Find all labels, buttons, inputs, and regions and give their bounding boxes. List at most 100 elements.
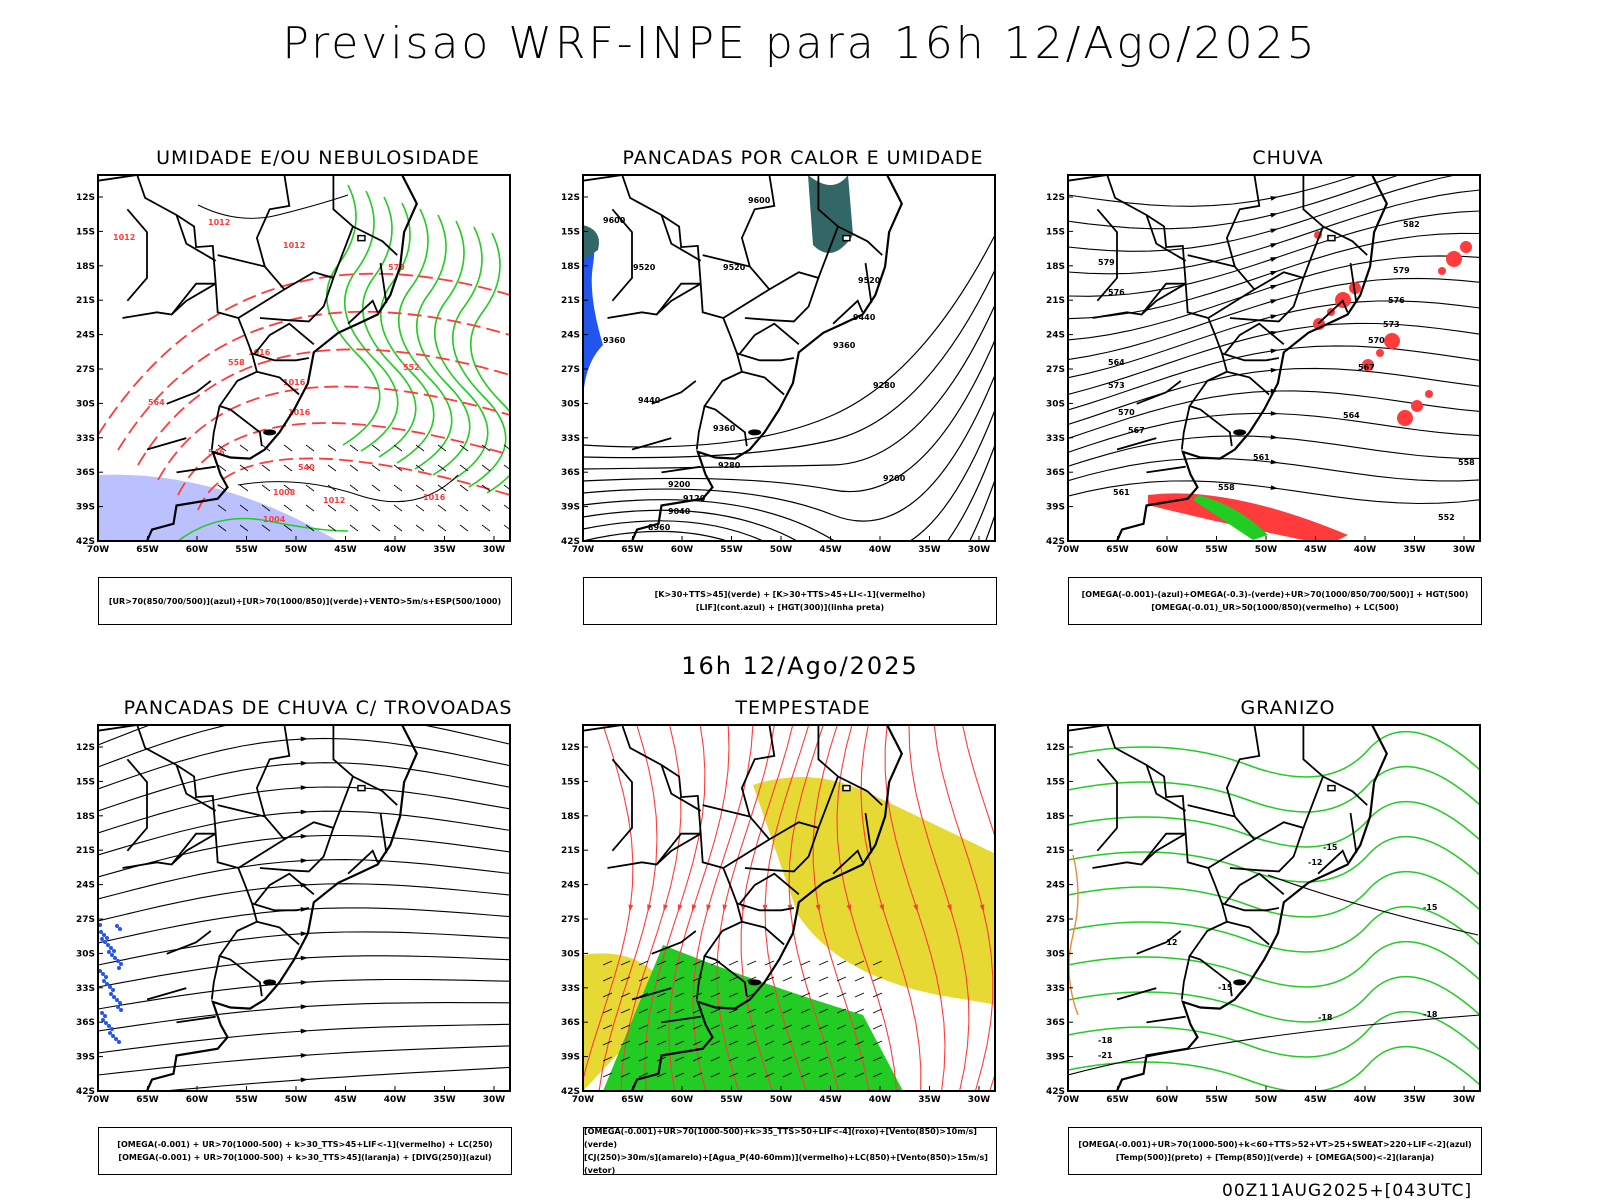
green-contour — [469, 232, 510, 494]
border-line — [660, 764, 702, 812]
pressure-contour — [237, 474, 459, 503]
border-line — [695, 955, 706, 1000]
border-line — [1146, 1015, 1186, 1024]
hgt-contour — [583, 234, 995, 448]
lon-label: 60W — [671, 1095, 694, 1105]
rain-blob — [1411, 400, 1423, 412]
divergence-dot — [117, 966, 121, 970]
wind-vector — [503, 484, 510, 490]
stream-arrow — [300, 931, 308, 937]
border-line — [98, 725, 263, 997]
border-line — [1180, 405, 1191, 450]
lat-label: 12S — [561, 193, 580, 203]
streamline — [98, 978, 510, 1010]
divergence-dot — [102, 933, 106, 937]
lon-label: 70W — [1057, 545, 1080, 555]
stream-arrow — [300, 809, 308, 815]
lat-label: 39S — [76, 1053, 95, 1063]
omega-contours — [1068, 854, 1079, 1016]
border-line — [661, 465, 701, 474]
contour-label: 9280 — [873, 381, 896, 390]
wind-vector — [854, 1008, 865, 1014]
wind-vector — [638, 1072, 649, 1078]
wind-vector — [481, 464, 491, 472]
lon-label: 70W — [87, 1095, 110, 1105]
lat-label: 18S — [1046, 262, 1065, 272]
wind-vector — [692, 960, 703, 966]
border-line — [660, 214, 702, 262]
divergence-dot — [106, 943, 110, 947]
contour-label: 564 — [1343, 411, 1360, 420]
federal-district — [357, 784, 366, 792]
rain-blob — [1362, 359, 1374, 371]
legend-box: [OMEGA(-0.001)+UR>70(1000-500)+k>35_TTS>… — [583, 1127, 997, 1175]
map-border — [1067, 724, 1481, 1092]
wind-vector — [602, 1024, 613, 1030]
wind-vector — [764, 992, 775, 998]
wind-vector — [674, 1056, 685, 1062]
stream-arrow — [762, 904, 768, 912]
wind-vector — [674, 960, 685, 966]
legend-box: [UR>70(850/700/500)](azul)+[UR>70(1000/8… — [98, 577, 512, 625]
border-line — [1229, 277, 1305, 323]
border-line — [607, 832, 701, 869]
wind-vector — [638, 976, 649, 982]
border-line — [1180, 955, 1191, 1000]
border-line — [1224, 872, 1285, 904]
wind-vector — [818, 1040, 829, 1046]
lon-label: 60W — [671, 545, 694, 555]
wind-vector — [656, 1040, 667, 1046]
stream-arrow — [300, 980, 308, 985]
lon-label: 60W — [186, 1095, 209, 1105]
border-line — [1096, 208, 1118, 302]
wind-vector — [728, 960, 739, 966]
lat-label: 30S — [1046, 949, 1065, 959]
wind-vector — [217, 524, 227, 532]
wind-vector — [393, 484, 403, 492]
legend-line-2: [LIF](cont.azul) + [HGT(300)](linha pret… — [695, 603, 885, 612]
lat-label: 21S — [76, 296, 95, 306]
contour-label: -15 — [1218, 983, 1233, 992]
lon-label: 40W — [384, 1095, 407, 1105]
divergence-dot — [119, 962, 123, 966]
stream-arrow — [300, 736, 308, 742]
divergence-dot — [112, 995, 116, 999]
panel-chuva: CHUVA 582 579 576 573 570 567 564 561 558 579 576 5… — [1038, 147, 1518, 625]
border-line — [837, 225, 883, 256]
stream-arrow — [663, 904, 668, 912]
border-line — [259, 827, 335, 873]
streamlines — [1068, 175, 1480, 505]
border-line — [347, 299, 379, 325]
lon-label: 65W — [136, 1095, 159, 1105]
wind-vector — [746, 976, 757, 982]
divergence-dot — [115, 924, 119, 928]
streamline — [1068, 232, 1480, 320]
divergence-dot — [105, 982, 109, 986]
wind-vector — [854, 960, 865, 966]
border-line — [744, 277, 820, 323]
wind-vector — [782, 1024, 793, 1030]
stream-arrow — [300, 1028, 308, 1034]
border-line — [1229, 827, 1305, 873]
stream-arrow — [1270, 243, 1278, 248]
divergence-dot — [107, 950, 111, 954]
geography — [98, 175, 419, 541]
stream-arrow — [947, 904, 952, 912]
geography — [1068, 725, 1389, 1091]
wind-vector — [728, 992, 739, 998]
map-body: 1012 1012 1012 1016 1016 1016 1008 1004 1012 1016… — [98, 175, 510, 541]
hgt-contour — [583, 374, 995, 522]
lon-label: 45W — [819, 1095, 842, 1105]
contour-label: 1016 — [283, 378, 306, 387]
wind-vector — [305, 524, 315, 532]
lat-label: 36S — [1046, 468, 1065, 478]
lon-label: 45W — [819, 545, 842, 555]
thickness-contour — [137, 348, 510, 466]
streamline — [158, 1066, 510, 1091]
map-chuva: 582 579 576 573 570 567 564 561 558 579 576 573 570 5… — [1046, 174, 1481, 555]
map-granizo: -12-12-15-15-18-18 -18-21-1512S15S18S21S2… — [1046, 724, 1481, 1105]
border-line — [1225, 725, 1261, 817]
rain-blob — [1384, 333, 1400, 349]
